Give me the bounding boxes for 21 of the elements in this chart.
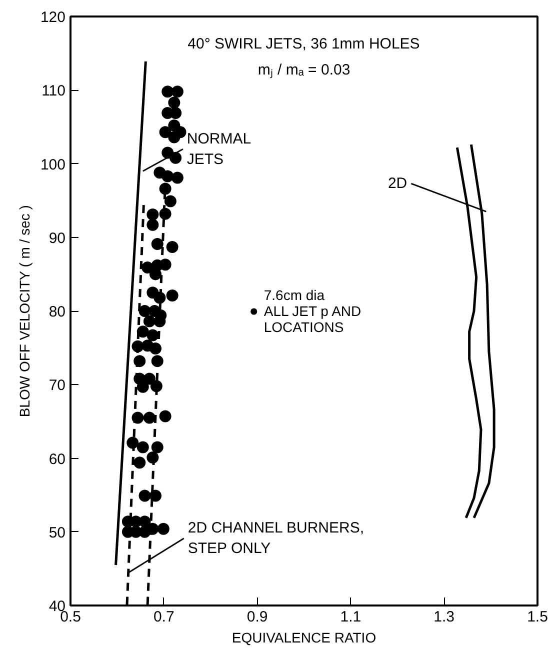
- x-axis-title: EQUIVALENCE RATIO: [232, 630, 376, 646]
- legend-label: 7.6cm dia ALL JET p AND LOCATIONS: [264, 286, 362, 334]
- text: mⱼ / mₐ = 0.03: [258, 62, 350, 78]
- y-tick-label: 50: [48, 524, 66, 542]
- x-tick-label: 1.5: [527, 608, 548, 626]
- y-tick-label: 70: [48, 377, 66, 394]
- y-tick-label: 100: [40, 156, 66, 174]
- y-tick-label: 90: [48, 230, 66, 247]
- annotation: 2D: [388, 175, 408, 192]
- text: 40° SWIRL JETS, 36 1mm HOLES: [188, 36, 420, 52]
- y-tick-label: 120: [40, 9, 66, 26]
- x-tick-label: 1.1: [340, 608, 362, 626]
- y-tick-label: 80: [48, 304, 66, 320]
- x-tick-label: 0.9: [246, 608, 268, 626]
- x-tick-label: 0.7: [153, 608, 174, 626]
- annotation: 2D CHANNEL BURNERS, STEP ONLY: [188, 520, 364, 558]
- y-tick-label: 110: [42, 82, 66, 100]
- annotation: NORMAL JETS: [186, 130, 252, 168]
- x-tick-label: 1.3: [434, 608, 455, 626]
- y-axis-title: BLOW OFF VELOCITY ( m / sec ): [16, 205, 32, 418]
- y-tick-label: 60: [48, 450, 66, 468]
